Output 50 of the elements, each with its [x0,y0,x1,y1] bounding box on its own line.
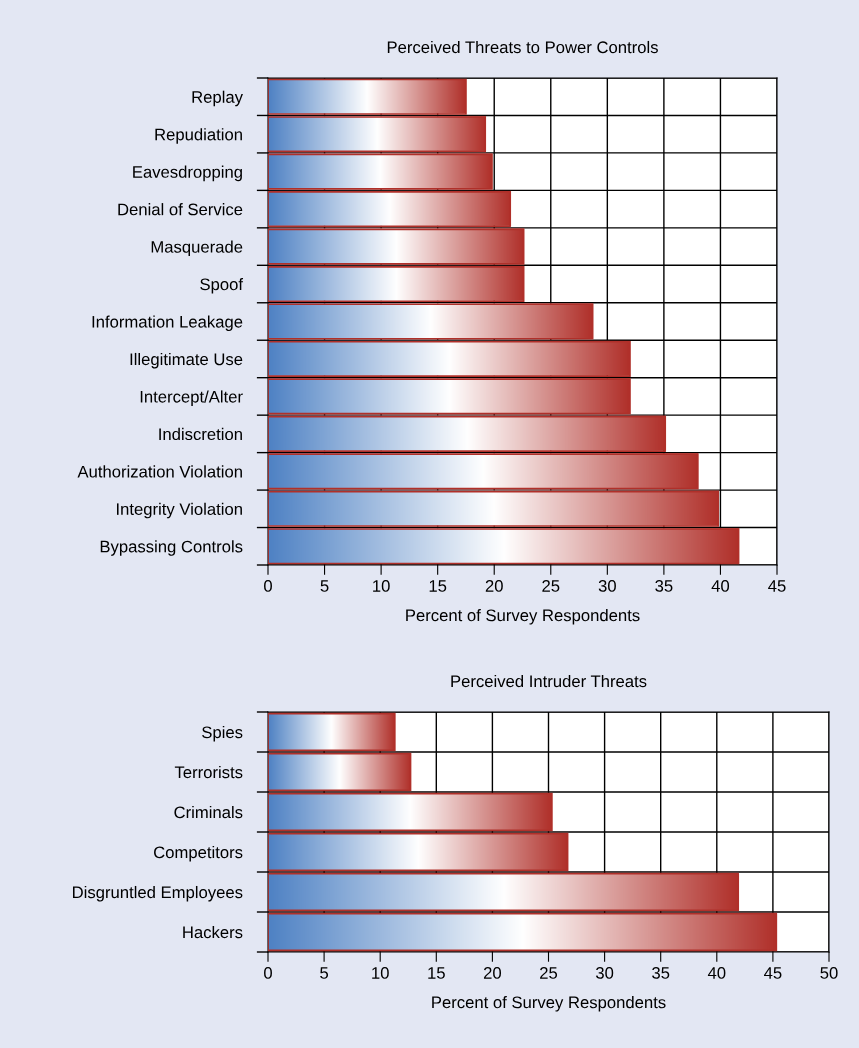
bar [268,912,778,952]
x-tick-label: 30 [598,580,616,592]
bar [268,712,396,752]
y-tick-label: Masquerade [151,240,243,257]
y-tick-label: Terrorists [174,765,243,779]
y-tick-label: Competitors [154,845,243,862]
x-tick-label: 50 [820,967,838,979]
x-tick-label: 10 [372,967,389,979]
y-tick-label: Authorization Violation [77,465,242,478]
x-tick-label: 25 [540,967,558,979]
bar [268,752,412,792]
x-tick-label: 30 [595,967,614,979]
x-axis-title: Percent of Survey Respondents [406,609,640,625]
y-tick-label: Eavesdropping [133,165,242,182]
x-tick-label: 45 [768,580,786,592]
y-tick-label: Illegitimate Use [130,352,243,369]
x-tick-label: 20 [483,967,502,979]
x-tick-label: 5 [320,967,329,979]
bar [268,872,739,912]
chart-title: Perceived Threats to Power Controls [387,40,658,54]
x-tick-label: 40 [707,967,726,979]
y-tick-label: Repudiation [155,128,242,144]
y-tick-label: Intercept/Alter [140,390,243,406]
x-tick-label: 15 [429,580,447,592]
x-tick-label: 40 [711,580,730,592]
x-tick-label: 15 [428,967,445,979]
x-tick-label: 45 [764,967,782,979]
y-tick-label: Disgruntled Employees [73,885,243,902]
x-tick-label: 25 [542,580,560,592]
x-tick-label: 35 [652,967,670,979]
y-tick-label: Replay [192,90,243,107]
y-tick-label: Hackers [183,925,243,939]
x-tick-label: 0 [264,967,272,979]
x-tick-label: 35 [655,580,673,592]
bar [268,792,553,832]
x-tick-label: 10 [373,580,390,592]
y-tick-label: Spies [202,725,243,742]
y-tick-label: Indiscretion [159,427,242,441]
y-tick-label: Denial of Service [118,203,243,216]
y-tick-label: Spoof [200,278,244,294]
y-tick-label: Bypassing Controls [100,540,243,556]
y-tick-label: Information Leakage [92,315,243,331]
x-axis-title: Percent of Survey Respondents [432,996,666,1012]
x-tick-label: 20 [485,580,503,592]
y-tick-label: Integrity Violation [116,502,242,519]
x-tick-label: 0 [264,580,272,592]
bar [268,832,569,872]
x-tick-label: 5 [320,580,329,592]
y-tick-label: Criminals [174,805,243,819]
chart-title: Perceived Intruder Threats [451,674,647,688]
